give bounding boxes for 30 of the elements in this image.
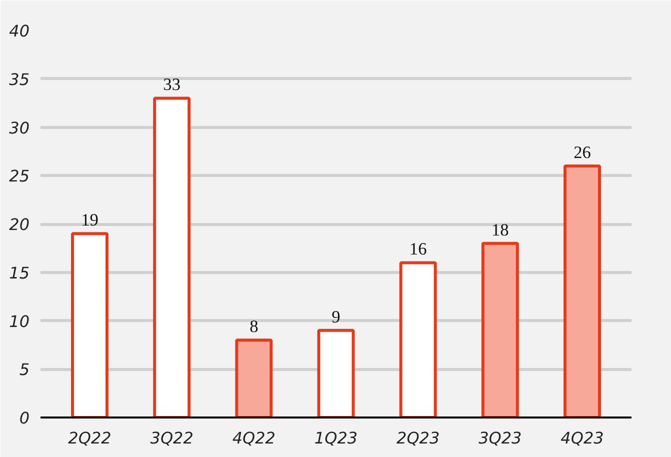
data-label: 33 bbox=[163, 75, 180, 94]
x-tick-label: 2Q23 bbox=[396, 428, 440, 448]
data-label: 8 bbox=[250, 317, 258, 336]
bar bbox=[235, 338, 273, 418]
bar bbox=[317, 328, 355, 418]
bar bbox=[481, 242, 519, 418]
data-label: 16 bbox=[409, 240, 428, 259]
y-tick-label: 20 bbox=[9, 215, 30, 234]
data-label: 18 bbox=[492, 220, 509, 240]
data-label: 26 bbox=[574, 142, 592, 162]
x-tick-label: 3Q22 bbox=[150, 428, 194, 448]
y-tick-label: 5 bbox=[19, 360, 30, 380]
bar bbox=[564, 164, 601, 418]
y-tick-label: 35 bbox=[9, 70, 30, 89]
x-tick-label: 4Q23 bbox=[560, 428, 604, 448]
x-tick-label: 3Q23 bbox=[478, 428, 522, 448]
x-tick-label: 4Q22 bbox=[232, 428, 276, 448]
y-tick-label: 40 bbox=[9, 22, 30, 40]
x-tick-label: 2Q22 bbox=[68, 428, 112, 448]
bar bbox=[153, 96, 191, 418]
bar bbox=[71, 232, 108, 418]
y-tick-label: 0 bbox=[19, 408, 30, 428]
y-tick-label: 25 bbox=[9, 166, 30, 186]
y-tick-label: 10 bbox=[9, 312, 30, 331]
y-tick-label: 30 bbox=[9, 118, 30, 138]
data-label: 9 bbox=[332, 307, 340, 326]
x-tick-label: 1Q23 bbox=[314, 428, 358, 448]
bar bbox=[399, 261, 437, 418]
data-label: 19 bbox=[81, 210, 98, 230]
y-tick-label: 15 bbox=[9, 263, 30, 282]
